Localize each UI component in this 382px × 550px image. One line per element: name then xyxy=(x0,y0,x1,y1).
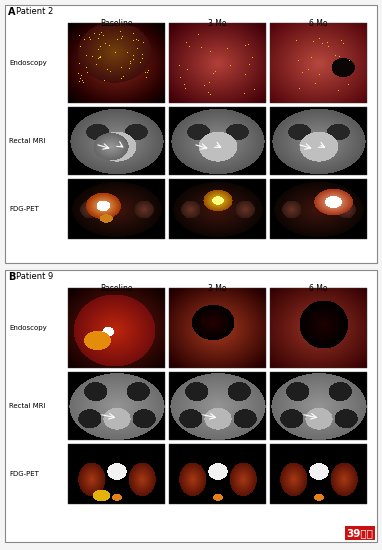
Bar xyxy=(270,107,367,175)
Bar xyxy=(169,444,266,504)
Bar xyxy=(68,444,165,504)
Text: Rectal MRI: Rectal MRI xyxy=(9,138,45,144)
Bar xyxy=(270,179,367,239)
Bar xyxy=(68,288,165,368)
Text: Endoscopy: Endoscopy xyxy=(9,60,47,66)
Text: FDG-PET: FDG-PET xyxy=(9,206,39,212)
Bar xyxy=(68,107,165,175)
Text: Baseline: Baseline xyxy=(100,284,133,293)
Text: A: A xyxy=(8,7,16,17)
Text: Baseline: Baseline xyxy=(100,19,133,28)
Text: 3 Mo: 3 Mo xyxy=(208,19,227,28)
Text: Patient 2: Patient 2 xyxy=(16,7,53,16)
Bar xyxy=(169,372,266,440)
Bar xyxy=(169,179,266,239)
Bar xyxy=(169,107,266,175)
Text: 3 Mo: 3 Mo xyxy=(208,284,227,293)
Bar xyxy=(68,23,165,103)
Bar xyxy=(5,270,377,542)
Text: 6 Mo: 6 Mo xyxy=(309,284,328,293)
Bar xyxy=(169,288,266,368)
Bar xyxy=(5,5,377,263)
Text: Patient 9: Patient 9 xyxy=(16,272,53,281)
Text: B: B xyxy=(8,272,15,282)
Bar xyxy=(68,179,165,239)
Bar xyxy=(270,23,367,103)
Text: Endoscopy: Endoscopy xyxy=(9,325,47,331)
Bar xyxy=(169,23,266,103)
Bar xyxy=(270,372,367,440)
Text: 6 Mo: 6 Mo xyxy=(309,19,328,28)
Text: 39肿瘤: 39肿瘤 xyxy=(346,528,373,538)
Bar xyxy=(270,444,367,504)
Text: Rectal MRI: Rectal MRI xyxy=(9,403,45,409)
Bar xyxy=(68,372,165,440)
Text: FDG-PET: FDG-PET xyxy=(9,471,39,477)
Bar xyxy=(270,288,367,368)
